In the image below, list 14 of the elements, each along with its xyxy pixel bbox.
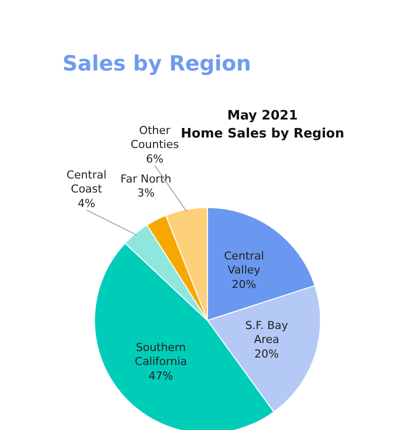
slice-label: S.F. Bay Area [245,318,289,346]
slice-label: Far North [120,172,172,186]
slice-label: Central Coast [66,168,107,196]
data-label: 20% [232,278,256,292]
chart-subtitle: May 2021 Home Sales by Region [180,108,344,142]
slice-label: Other Counties [130,124,180,152]
slice-label: Southern California [134,340,187,368]
data-label: 20% [254,348,279,361]
data-label: 6% [146,152,164,166]
data-label: 3% [137,186,155,200]
chart-title: Sales by Region [62,52,252,76]
slice-label: Central Valley [224,249,264,277]
data-label: 47% [148,369,174,382]
data-label: 4% [78,197,96,210]
